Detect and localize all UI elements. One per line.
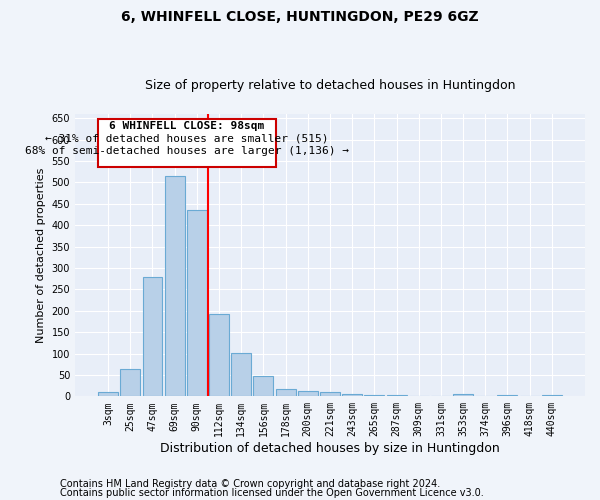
Bar [187,210,207,396]
Bar [231,352,251,397]
Title: Size of property relative to detached houses in Huntingdon: Size of property relative to detached ho… [145,79,515,92]
Text: ← 31% of detached houses are smaller (515): ← 31% of detached houses are smaller (51… [45,134,329,143]
Bar [453,394,473,396]
Bar [364,394,385,396]
Bar [143,276,163,396]
Bar [121,368,140,396]
X-axis label: Distribution of detached houses by size in Huntingdon: Distribution of detached houses by size … [160,442,500,455]
Text: 68% of semi-detached houses are larger (1,136) →: 68% of semi-detached houses are larger (… [25,146,349,156]
Bar [98,392,118,396]
Bar [298,391,318,396]
Bar [342,394,362,396]
Bar [497,395,517,396]
Text: Contains HM Land Registry data © Crown copyright and database right 2024.: Contains HM Land Registry data © Crown c… [60,479,440,489]
Bar [209,314,229,396]
Text: 6 WHINFELL CLOSE: 98sqm: 6 WHINFELL CLOSE: 98sqm [109,121,265,131]
Bar [275,388,296,396]
Text: Contains public sector information licensed under the Open Government Licence v3: Contains public sector information licen… [60,488,484,498]
Bar [386,394,407,396]
Bar [320,392,340,396]
Bar [98,119,275,168]
Bar [253,376,274,396]
Y-axis label: Number of detached properties: Number of detached properties [36,168,46,343]
Text: 6, WHINFELL CLOSE, HUNTINGDON, PE29 6GZ: 6, WHINFELL CLOSE, HUNTINGDON, PE29 6GZ [121,10,479,24]
Bar [164,176,185,396]
